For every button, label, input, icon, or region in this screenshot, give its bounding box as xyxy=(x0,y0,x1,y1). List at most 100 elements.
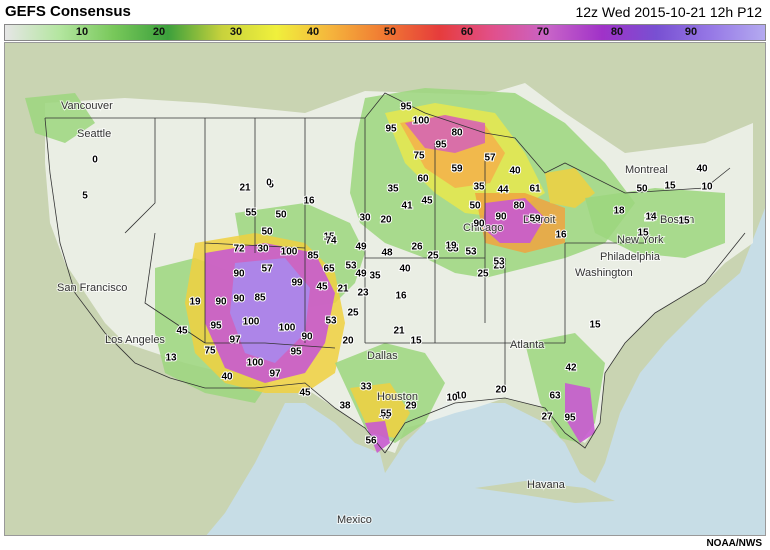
forecast-value: 48 xyxy=(381,248,393,259)
forecast-value: 90 xyxy=(233,294,245,305)
legend-label: 20 xyxy=(152,26,166,38)
forecast-value: 85 xyxy=(254,293,266,304)
forecast-value: 5 xyxy=(82,191,88,202)
forecast-value: 10 xyxy=(446,393,458,404)
forecast-value: 40 xyxy=(509,166,521,177)
forecast-value: 50 xyxy=(275,210,287,221)
forecast-value: 57 xyxy=(261,264,273,275)
forecast-value: 14 xyxy=(645,212,657,223)
forecast-value: 95 xyxy=(400,102,412,113)
forecast-value: 15 xyxy=(410,336,422,347)
cuba-land xyxy=(475,481,615,503)
city-label: Vancouver xyxy=(61,100,113,112)
forecast-value: 95 xyxy=(385,124,397,135)
forecast-value: 75 xyxy=(413,151,425,162)
forecast-value: 53 xyxy=(345,261,357,272)
city-label: Dallas xyxy=(367,350,398,362)
forecast-value: 90 xyxy=(233,269,245,280)
forecast-value: 16 xyxy=(395,291,407,302)
forecast-value: 13 xyxy=(165,353,177,364)
forecast-value: 40 xyxy=(399,264,411,275)
forecast-value: 56 xyxy=(365,436,377,447)
legend-label: 70 xyxy=(536,26,550,38)
forecast-value: 95 xyxy=(210,321,222,332)
forecast-value: 53 xyxy=(325,316,337,327)
forecast-value: 49 xyxy=(355,242,367,253)
forecast-value: 45 xyxy=(176,326,188,337)
forecast-value: 95 xyxy=(564,413,576,424)
precip-shading xyxy=(25,88,725,453)
forecast-value: 85 xyxy=(307,251,319,262)
forecast-value: 30 xyxy=(257,244,269,255)
forecast-value: 100 xyxy=(247,358,264,369)
forecast-value: 59 xyxy=(451,164,463,175)
forecast-value: 35 xyxy=(447,244,459,255)
forecast-value: 15 xyxy=(323,232,335,243)
forecast-value: 30 xyxy=(359,213,371,224)
legend-label: 90 xyxy=(684,26,698,38)
forecast-value: 100 xyxy=(281,247,298,258)
forecast-value: 19 xyxy=(445,241,457,252)
forecast-value: 35 xyxy=(369,271,381,282)
forecast-value: 74 xyxy=(325,236,337,247)
forecast-value: 21 xyxy=(239,183,251,194)
forecast-value: 53 xyxy=(493,257,505,268)
forecast-value: 90 xyxy=(215,297,227,308)
forecast-value: 80 xyxy=(451,128,463,139)
credit-label: NOAA/NWS xyxy=(706,538,762,549)
forecast-value: 45 xyxy=(421,196,433,207)
forecast-value: 95 xyxy=(435,140,447,151)
forecast-value: 42 xyxy=(565,363,577,374)
forecast-value: 26 xyxy=(411,242,423,253)
forecast-value: 15 xyxy=(664,181,676,192)
city-label: Montreal xyxy=(625,164,668,176)
forecast-value: 50 xyxy=(636,184,648,195)
forecast-value: 25 xyxy=(477,269,489,280)
forecast-value: 21 xyxy=(393,326,405,337)
forecast-value: 35 xyxy=(473,182,485,193)
forecast-value: 97 xyxy=(229,335,241,346)
forecast-value: 60 xyxy=(417,174,429,185)
city-label: Havana xyxy=(527,479,566,491)
forecast-value: 25 xyxy=(427,251,439,262)
boundaries xyxy=(44,92,746,454)
forecast-value: 35 xyxy=(387,184,399,195)
header: GEFS Consensus 12z Wed 2015-10-21 12h P1… xyxy=(0,0,770,24)
forecast-value: 80 xyxy=(513,201,525,212)
legend-label: 60 xyxy=(460,26,474,38)
forecast-value: 40 xyxy=(696,164,708,175)
city-label: Los Angeles xyxy=(105,334,165,346)
forecast-value: 45 xyxy=(299,388,311,399)
city-label: Washington xyxy=(575,267,633,279)
city-label: Chicago xyxy=(463,222,503,234)
forecast-value: 20 xyxy=(380,215,392,226)
forecast-value: 16 xyxy=(303,196,315,207)
city-label: Detroit xyxy=(523,214,555,226)
forecast-value: 44 xyxy=(497,185,509,196)
forecast-value: 99 xyxy=(291,278,303,289)
forecast-value: 45 xyxy=(316,282,328,293)
forecast-value: 41 xyxy=(401,201,413,212)
legend-label: 40 xyxy=(306,26,320,38)
forecast-value: 61 xyxy=(529,184,541,195)
forecast-value: 33 xyxy=(360,382,372,393)
forecast-value: 25 xyxy=(493,261,505,272)
forecast-value: 15 xyxy=(644,213,656,224)
map-panel[interactable]: Vancouver Seattle San Francisco Los Angeles… xyxy=(4,42,766,536)
forecast-value: 21 xyxy=(337,284,349,295)
legend-label: 30 xyxy=(229,26,243,38)
forecast-value: 90 xyxy=(473,219,485,230)
forecast-value: 19 xyxy=(189,297,201,308)
legend-label: 10 xyxy=(75,26,89,38)
forecast-value: 18 xyxy=(613,206,625,217)
forecast-value: 50 xyxy=(261,227,273,238)
city-label: Atlanta xyxy=(510,339,545,351)
forecast-value: 90 xyxy=(301,332,313,343)
forecast-value: 5 xyxy=(268,180,274,191)
forecast-value: 90 xyxy=(495,212,507,223)
forecast-value: 10 xyxy=(455,391,467,402)
map-canvas: Vancouver Seattle San Francisco Los Angeles… xyxy=(5,43,765,535)
run-info: 12z Wed 2015-10-21 12h P12 xyxy=(575,4,762,20)
city-labels: Vancouver Seattle San Francisco Los Angeles… xyxy=(56,99,695,527)
